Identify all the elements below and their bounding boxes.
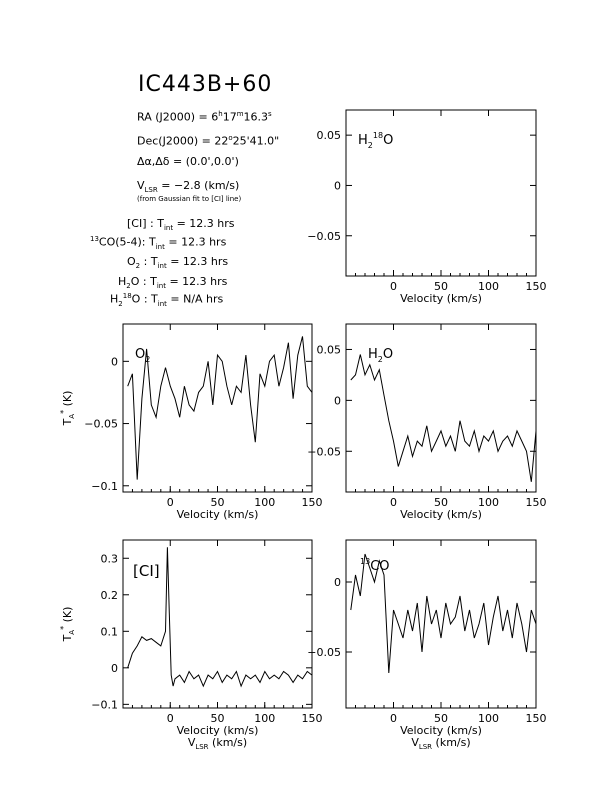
y-tick-label: −0.05	[307, 230, 341, 243]
panel-13co: 0 50 100 150 0 −0.05 Velocity (km/s) 13CO	[307, 539, 547, 737]
panel-ci: 0 50 100 150 0.3 0.2 0.1 0 −0.1 Velocity (km/s) TA…	[59, 539, 323, 737]
x-axis-label: Velocity (km/s)	[400, 292, 482, 305]
ra-s: 16.3	[243, 110, 269, 124]
x-tick-label: 150	[302, 712, 323, 725]
ra-label: RA (J2000) =	[137, 110, 208, 124]
tint-h2o: H2O : Tint = 12.3 hrs	[118, 275, 228, 291]
x-tick-label: 50	[434, 712, 448, 725]
panel-label-o2: O2	[135, 347, 150, 364]
dec-d: 22	[214, 134, 229, 148]
x-axis-label: Velocity (km/s)	[400, 724, 482, 737]
panel-h218o: 0 50 100 150 0.05 0 −0.05 Velocity (km/s) H218O	[307, 109, 547, 305]
x-tick-label: 0	[167, 712, 174, 725]
y-axis-label: TA* (K)	[59, 391, 76, 427]
offset-value: (0.0',0.0')	[185, 155, 239, 168]
tint-ci: [CI] : Tint = 12.3 hrs	[127, 217, 235, 233]
vlsr-value: = −2.8 (km/s)	[161, 179, 240, 192]
panel-label-h218o: H218O	[358, 131, 393, 150]
plot-frame-o2	[122, 323, 313, 493]
panel-h2o: 0 50 100 150 0.05 0 −0.05 Velocity (km/s) H2O	[307, 323, 547, 521]
offset-label: Δα,Δδ =	[137, 155, 183, 168]
panel-label-13co: 13CO	[360, 557, 390, 574]
x-tick-label: 0	[390, 496, 397, 509]
y-tick-label: 0	[334, 179, 341, 192]
ra-line: RA (J2000) = 6h17m16.3s	[137, 110, 272, 124]
ra-m: 17	[222, 110, 237, 124]
y-tick-label: 0.05	[317, 129, 342, 142]
panel-label-ci: [CI]	[133, 562, 160, 580]
x-tick-label: 150	[526, 496, 547, 509]
dec-min: 25'41.0"	[232, 134, 280, 148]
x-axis-label: Velocity (km/s)	[177, 508, 259, 521]
offset-line: Δα,Δδ = (0.0',0.0')	[137, 156, 239, 167]
tint-h218o: H218O : Tint = N/A hrs	[110, 292, 224, 308]
spectrum-line-ci	[127, 547, 313, 688]
x-tick-label: 100	[478, 496, 499, 509]
y-tick-label: 0	[334, 394, 341, 407]
y-tick-label: 0.05	[317, 343, 342, 356]
x-tick-label: 50	[434, 280, 448, 293]
spectrum-line-h2o	[350, 354, 537, 482]
dec-line: Dec(J2000) = 22o25'41.0"	[137, 134, 280, 148]
figure-title: IC443B+60	[138, 72, 273, 97]
panel-o2: 0 50 100 150 0 −0.05 −0.1 Velocity (km/s) TA* (K…	[59, 323, 323, 521]
spectrum-line-o2	[127, 336, 313, 480]
spectrum-line-13co	[350, 553, 537, 674]
dec-label: Dec(J2000) =	[137, 134, 211, 148]
x-tick-label: 100	[478, 280, 499, 293]
x-tick-label: 50	[211, 496, 225, 509]
vlsr-note: (from Gaussian fit to [CI] line)	[137, 195, 242, 203]
x-tick-label: 50	[434, 496, 448, 509]
vlsr-line: VLSR = −2.8 (km/s)	[137, 179, 240, 195]
x-tick-label: 0	[167, 496, 174, 509]
x-tick-label: 50	[211, 712, 225, 725]
y-tick-label: 0	[111, 355, 118, 368]
y-tick-label: −0.05	[307, 445, 341, 458]
x-tick-label: 100	[254, 496, 275, 509]
x-tick-label: 0	[390, 712, 397, 725]
x-tick-label: 100	[254, 712, 275, 725]
y-axis-label: TA* (K)	[59, 607, 76, 643]
y-tick-label: 0	[334, 576, 341, 589]
tint-o2: O2 : Tint = 12.3 hrs	[127, 255, 229, 271]
y-tick-label: −0.1	[91, 480, 118, 493]
tint-13co: 13CO(5-4): Tint = 12.3 hrs	[90, 235, 227, 251]
vlsr-axis-label: VLSR (km/s)	[411, 736, 470, 751]
x-axis-label: Velocity (km/s)	[400, 508, 482, 521]
y-tick-label: 0	[111, 662, 118, 675]
y-tick-label: −0.05	[307, 646, 341, 659]
y-tick-label: 0.2	[101, 589, 119, 602]
x-tick-label: 150	[526, 712, 547, 725]
ra-h: 6	[211, 110, 219, 124]
y-tick-label: 0.1	[101, 625, 119, 638]
y-tick-label: −0.05	[84, 418, 118, 431]
y-tick-label: −0.1	[91, 698, 118, 711]
x-tick-label: 0	[390, 280, 397, 293]
y-tick-label: 0.3	[101, 552, 119, 565]
panel-label-h2o: H2O	[368, 347, 393, 364]
x-axis-label: Velocity (km/s)	[177, 724, 259, 737]
vlsr-axis-label: VLSR (km/s)	[188, 736, 247, 751]
x-tick-label: 150	[526, 280, 547, 293]
x-tick-label: 150	[302, 496, 323, 509]
x-tick-label: 100	[478, 712, 499, 725]
